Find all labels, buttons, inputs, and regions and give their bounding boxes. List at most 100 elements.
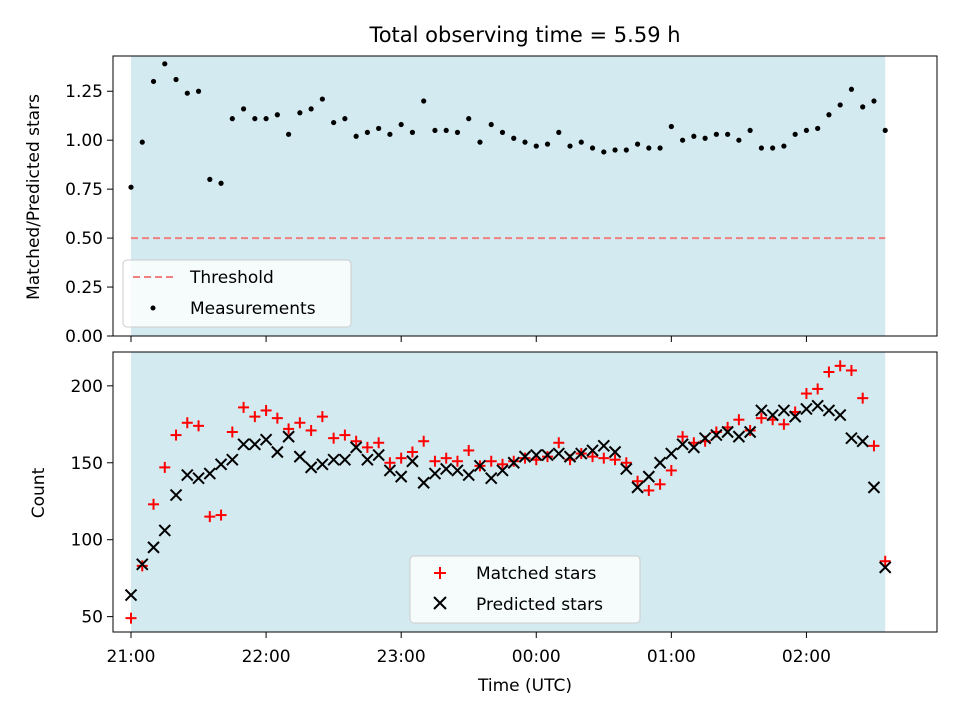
matched-star-point [463, 444, 475, 456]
measurement-point [567, 143, 573, 149]
matched-star-point [879, 555, 891, 567]
measurement-point [331, 119, 337, 126]
predicted-legend-label: Predicted stars [476, 595, 603, 615]
predicted-star-point [856, 435, 869, 448]
predicted-star-point [665, 447, 678, 460]
measurement-point [195, 88, 202, 94]
top-ytick-label: 1.25 [65, 82, 103, 102]
matched-star-point [193, 420, 205, 432]
bottom-x-axis: 21:00 22:00 23:00 00:00 01:00 02:00 [107, 632, 831, 667]
predicted-star-point [124, 588, 138, 602]
matched-star-point [496, 458, 508, 470]
predicted-star-point [248, 438, 262, 451]
measurement-point [229, 116, 235, 122]
top-y-axis-label: Matched/Predicted stars [24, 94, 44, 300]
predicted-star-point [721, 425, 734, 439]
predicted-star-point [788, 410, 802, 423]
matched-star-point [148, 498, 160, 510]
predicted-star-point [451, 464, 464, 477]
matched-stars-series [125, 360, 891, 624]
measurement-point [848, 86, 855, 92]
measurement-point [398, 121, 404, 128]
measurement-point [162, 61, 168, 67]
matched-star-point [181, 417, 193, 429]
predicted-star-point [811, 399, 824, 413]
matched-star-point [868, 440, 880, 452]
predicted-star-point [496, 464, 509, 477]
measurement-point [263, 116, 269, 122]
predicted-star-point [653, 456, 667, 469]
measurement-point [364, 129, 371, 135]
measurement-point [454, 129, 461, 135]
measurement-point [544, 141, 551, 147]
measurement-point [826, 112, 832, 118]
matched-star-point [271, 412, 283, 424]
matched-star-point [632, 475, 644, 487]
matched-star-point [260, 404, 272, 416]
measurement-point [871, 98, 877, 104]
bottom-y-axis: 50 100 150 200 [71, 377, 113, 628]
predicted-star-point [147, 541, 160, 554]
matched-star-point [519, 452, 531, 464]
bot-ytick-label: 100 [71, 531, 103, 551]
bottom-panel: 50 100 150 200 21:00 22:00 23:00 00:00 01:00 02:… [29, 351, 938, 696]
measurement-point [499, 129, 506, 135]
measurement-point [657, 145, 663, 151]
predicted-star-point [800, 402, 813, 416]
matched-star-point [384, 457, 396, 469]
x-axis-label: Time (UTC) [477, 676, 572, 696]
measurement-point [533, 143, 539, 149]
predicted-star-point [698, 431, 712, 445]
bot-ytick-label: 150 [71, 454, 103, 474]
predicted-star-point [642, 470, 656, 483]
predicted-star-point [507, 456, 520, 469]
predicted-star-point [327, 453, 340, 466]
predicted-star-point [597, 439, 611, 453]
measurement-point [252, 116, 258, 122]
matched-star-point [609, 454, 621, 466]
measurement-point [589, 145, 596, 151]
matched-star-point [508, 455, 520, 467]
matched-star-point [587, 451, 599, 463]
matched-star-point [373, 437, 385, 449]
predicted-star-point [563, 450, 577, 463]
predicted-star-point [203, 467, 217, 480]
matched-star-point [598, 452, 610, 464]
measurement-point [601, 149, 607, 155]
xtick-label: 23:00 [377, 647, 426, 667]
measurement-point [308, 106, 314, 112]
matched-star-point [654, 478, 666, 490]
predicted-star-point [282, 430, 295, 443]
top-y-axis: 0.00 0.25 0.50 0.75 1.00 1.25 [65, 82, 113, 347]
measurement-point [578, 139, 584, 145]
measurements-legend-label: Measurements [190, 299, 316, 319]
measurement-point [466, 116, 472, 122]
predicted-star-point [732, 430, 746, 443]
top-legend: Threshold Measurements [122, 259, 352, 328]
predicted-star-point [552, 447, 565, 460]
matched-star-point [238, 401, 250, 413]
predicted-star-point [766, 408, 779, 422]
top-ytick-label: 0.50 [65, 229, 103, 249]
measurement-point [421, 98, 427, 104]
predicted-star-point [361, 453, 374, 466]
predicted-star-point [136, 558, 149, 571]
matched-star-point [215, 509, 227, 521]
measurement-point [477, 139, 483, 145]
top-ytick-label: 0.25 [65, 278, 103, 298]
measurement-point [679, 137, 686, 143]
measurement-point [634, 141, 641, 147]
matched-star-point [204, 511, 216, 523]
measurement-point [218, 180, 224, 186]
predicted-stars-series [124, 399, 892, 602]
bot-ytick-label: 200 [71, 377, 103, 397]
predicted-star-point [485, 471, 498, 485]
predicted-star-point [575, 447, 588, 460]
predicted-star-point [226, 453, 239, 466]
predicted-star-point [316, 458, 329, 471]
matched-star-point [170, 429, 182, 441]
measurement-point [691, 133, 697, 139]
measurement-point [803, 127, 810, 134]
matched-star-point [226, 426, 238, 438]
predicted-star-point [158, 524, 171, 537]
